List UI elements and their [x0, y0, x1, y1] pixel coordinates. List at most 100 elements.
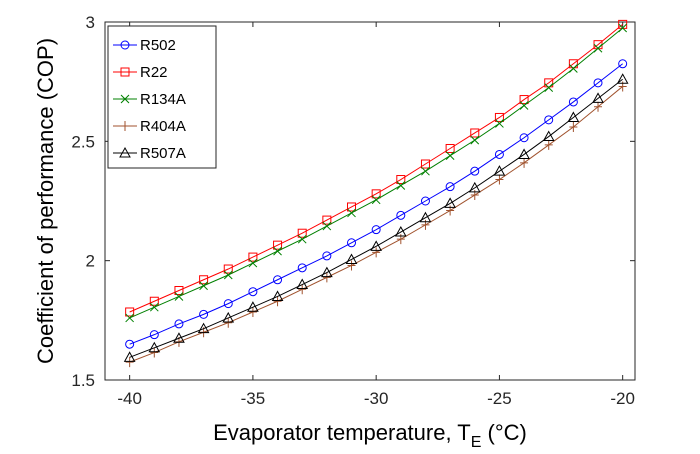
data-point-r404a — [372, 247, 381, 258]
data-point-r507a — [493, 165, 506, 176]
data-point-r404a — [224, 317, 233, 328]
data-point-r134a — [149, 302, 159, 312]
y-tick-label: 2 — [86, 252, 95, 271]
legend-label-r22: R22 — [140, 64, 168, 81]
x-axis-label: Evaporator temperature, TE (°C) — [213, 420, 527, 451]
data-point-r22 — [445, 143, 455, 153]
x-tick-label: -40 — [117, 389, 142, 408]
data-point-r404a — [347, 260, 356, 271]
data-point-r22 — [199, 275, 209, 285]
legend-label-r134a: R134A — [140, 91, 186, 108]
data-point-r404a — [150, 347, 159, 358]
data-point-r502 — [593, 78, 603, 88]
data-point-r507a — [567, 111, 580, 122]
data-point-r134a — [371, 195, 381, 205]
legend-box — [107, 25, 217, 169]
x-tick-label: -30 — [364, 389, 389, 408]
data-point-r507a — [444, 197, 456, 208]
legend-marker-r502 — [120, 40, 130, 50]
data-point-r22 — [420, 159, 430, 169]
legend-label-r502: R502 — [140, 37, 176, 54]
data-point-r507a — [247, 301, 259, 312]
legend-item-r22: R22 — [113, 64, 168, 81]
data-point-r404a — [273, 296, 282, 307]
data-point-r502 — [347, 238, 357, 248]
data-point-r134a — [569, 64, 578, 73]
data-point-r134a — [593, 43, 603, 53]
data-point-r502 — [568, 97, 578, 107]
data-point-r502 — [322, 251, 332, 261]
data-point-r507a — [616, 73, 629, 84]
data-point-r507a — [419, 211, 432, 223]
x-tick-label: -35 — [241, 389, 266, 408]
data-point-r507a — [197, 322, 210, 334]
data-point-r134a — [519, 101, 529, 110]
data-point-r22 — [149, 296, 159, 306]
data-point-r134a — [470, 135, 480, 145]
x-tick-label: -25 — [487, 389, 512, 408]
data-point-r22 — [568, 59, 578, 69]
data-point-r507a — [592, 92, 604, 103]
data-point-r22 — [125, 307, 135, 317]
data-point-r22 — [396, 175, 406, 185]
data-point-r502 — [445, 182, 455, 192]
data-point-r134a — [248, 258, 258, 268]
data-point-r22 — [223, 264, 233, 274]
data-point-r22 — [519, 95, 529, 105]
data-point-r134a — [618, 23, 628, 33]
legend-marker-r404a — [121, 121, 129, 131]
data-point-r507a — [394, 225, 407, 237]
data-point-r134a — [544, 83, 554, 92]
data-point-r507a — [518, 148, 530, 159]
legend-marker-r134a — [120, 94, 130, 104]
data-point-r404a — [322, 272, 331, 283]
data-point-r507a — [542, 130, 555, 142]
data-point-r502 — [396, 210, 406, 220]
data-point-r22 — [322, 215, 332, 225]
data-point-r502 — [544, 115, 554, 125]
data-point-r22 — [248, 252, 258, 262]
series-r507a — [123, 73, 629, 362]
series-r22 — [125, 19, 628, 317]
data-point-r22 — [544, 78, 554, 88]
y-tick-label: 2.5 — [71, 132, 95, 151]
data-point-r22 — [371, 189, 381, 199]
data-point-r502 — [174, 319, 184, 329]
data-point-r502 — [149, 330, 159, 340]
data-point-r22 — [470, 128, 480, 138]
series-line-r507a — [129, 78, 623, 358]
data-point-r404a — [495, 174, 504, 185]
data-point-r502 — [494, 149, 504, 159]
data-point-r134a — [223, 270, 233, 280]
data-point-r134a — [174, 292, 184, 301]
data-point-r507a — [222, 311, 235, 323]
x-tick-label: -20 — [610, 389, 635, 408]
data-point-r404a — [569, 122, 578, 133]
data-point-r507a — [468, 181, 481, 193]
data-point-r134a — [421, 166, 430, 176]
data-point-r22 — [174, 286, 184, 295]
y-tick-label: 3 — [86, 13, 95, 32]
legend: R502 R22 R134A R404A R507A — [107, 25, 217, 169]
data-point-r502 — [470, 166, 480, 176]
data-point-r134a — [495, 119, 504, 128]
data-point-r404a — [248, 306, 257, 317]
data-point-r502 — [297, 263, 307, 273]
legend-label-r404a: R404A — [140, 118, 186, 135]
data-point-r507a — [173, 332, 185, 343]
data-point-r404a — [298, 284, 307, 295]
data-point-r134a — [445, 151, 455, 161]
data-point-r507a — [345, 253, 358, 264]
data-point-r134a — [322, 221, 332, 231]
series-line-r22 — [129, 24, 623, 313]
data-point-r502 — [519, 133, 529, 143]
data-point-r22 — [297, 228, 307, 238]
data-point-r404a — [520, 157, 529, 168]
legend-item-r507a: R507A — [113, 145, 186, 162]
series-r502 — [125, 59, 628, 349]
data-point-r502 — [618, 59, 628, 69]
data-point-r502 — [199, 309, 209, 319]
y-tick-label: 1.5 — [71, 371, 95, 390]
data-point-r502 — [223, 299, 233, 309]
data-point-r502 — [420, 196, 430, 206]
